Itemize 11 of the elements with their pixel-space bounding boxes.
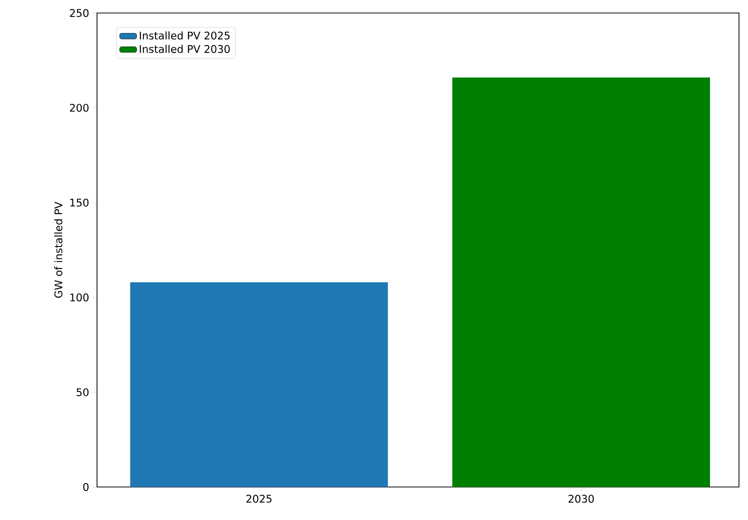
y-tick-label: 50 xyxy=(76,388,89,396)
x-tick-label: 2025 xyxy=(246,494,272,503)
legend-label: Installed PV 2025 xyxy=(140,31,230,40)
y-tick-label: 250 xyxy=(70,9,89,17)
y-tick-label: 100 xyxy=(70,293,89,302)
y-tick-label: 200 xyxy=(70,104,89,112)
x-tick-label: 2030 xyxy=(568,494,594,503)
y-tick-label: 0 xyxy=(83,483,89,491)
y-tick-label: 150 xyxy=(70,198,89,207)
legend-label: Installed PV 2030 xyxy=(140,44,230,53)
y-axis-title: GW of installed PV xyxy=(54,202,62,298)
